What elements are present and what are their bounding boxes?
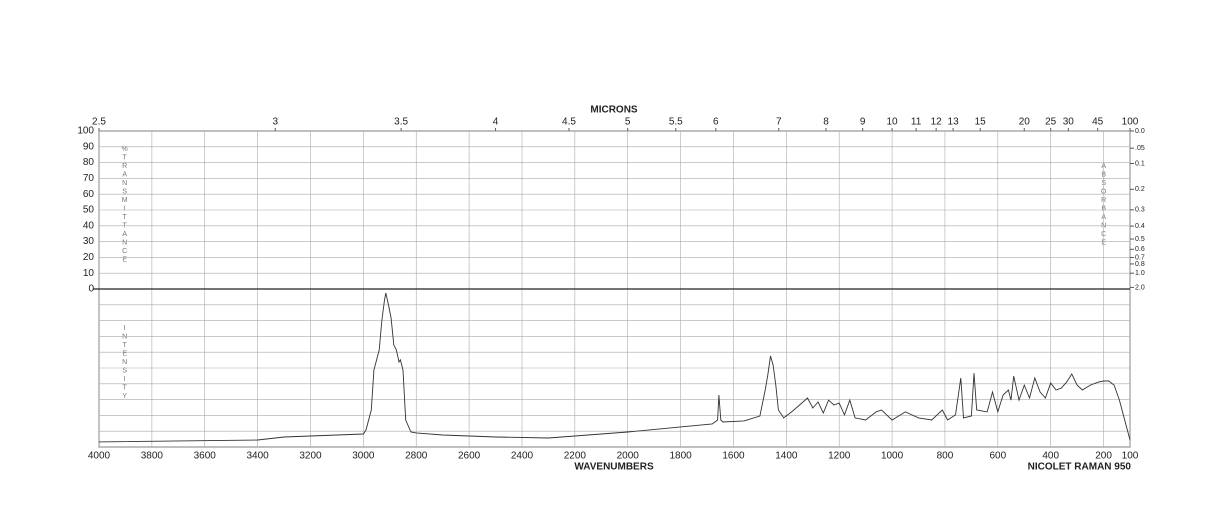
y-tick-label: 0 — [88, 284, 94, 295]
top-tick-label: 100 — [1122, 117, 1139, 128]
y2-tick-label: 0.7 — [1135, 254, 1145, 261]
x-tick-label: 3200 — [299, 451, 322, 462]
top-tick-label: 4 — [493, 117, 499, 128]
top-tick-label: 15 — [975, 117, 987, 128]
y2-tick-label: 2.0 — [1135, 284, 1145, 291]
x-tick-label: 200 — [1095, 451, 1112, 462]
y2-tick-label: 0.0 — [1135, 128, 1145, 135]
top-axis-title: MICRONS — [590, 105, 638, 116]
x-tick-label: 1400 — [775, 451, 798, 462]
y2-tick-label: 0.1 — [1135, 160, 1145, 167]
top-tick-label: 5.5 — [669, 117, 683, 128]
y2-tick-label: .05 — [1135, 145, 1145, 152]
y2-tick-label: 0.4 — [1135, 223, 1145, 230]
spectrum-line — [98, 292, 1131, 443]
x-tick-label: 1200 — [828, 451, 851, 462]
x-tick-label: 1000 — [881, 451, 904, 462]
y2-tick-label: 1.0 — [1135, 270, 1145, 277]
top-tick-label: 7 — [776, 117, 782, 128]
top-tick-label: 8 — [823, 117, 829, 128]
y-tick-label: 50 — [83, 205, 95, 216]
top-tick-label: 3.5 — [394, 117, 408, 128]
y-tick-label: 20 — [83, 252, 95, 263]
x-tick-label: 2000 — [617, 451, 640, 462]
y2-tick-label: 0.6 — [1135, 246, 1145, 253]
top-tick-label: 10 — [887, 117, 899, 128]
x-tick-label: 100 — [1122, 451, 1139, 462]
top-tick-label: 2.5 — [92, 117, 106, 128]
y-tick-label: 10 — [83, 268, 95, 279]
top-tick-label: 4.5 — [562, 117, 576, 128]
x-tick-label: 1600 — [722, 451, 745, 462]
y-tick-label: 70 — [83, 173, 95, 184]
x-tick-label: 2800 — [405, 451, 428, 462]
top-tick-label: 11 — [911, 117, 922, 128]
x-tick-label: 3400 — [246, 451, 269, 462]
instrument-note: NICOLET RAMAN 950 — [1028, 462, 1132, 473]
x-tick-label: 1800 — [669, 451, 692, 462]
x-tick-label: 2600 — [458, 451, 481, 462]
top-tick-label: 12 — [931, 117, 943, 128]
intensity-label: INTENSITY — [121, 325, 128, 402]
top-tick-label: 30 — [1063, 117, 1075, 128]
y-axis-title: %TRANSMITTANCE — [121, 146, 128, 265]
top-tick-label: 13 — [948, 117, 960, 128]
y-tick-label: 30 — [83, 236, 95, 247]
y-tick-label: 90 — [83, 141, 95, 152]
top-tick-label: 20 — [1019, 117, 1031, 128]
x-tick-label: 2200 — [564, 451, 587, 462]
y2-tick-label: 0.5 — [1135, 236, 1145, 243]
x-tick-label: 800 — [937, 451, 954, 462]
y-tick-label: 100 — [77, 126, 94, 137]
x-tick-label: 3000 — [352, 451, 375, 462]
y-tick-label: 60 — [83, 189, 95, 200]
top-tick-label: 6 — [713, 117, 719, 128]
top-tick-label: 9 — [860, 117, 866, 128]
x-tick-label: 2400 — [511, 451, 534, 462]
x-tick-label: 3800 — [141, 451, 164, 462]
y2-tick-label: 0.2 — [1135, 186, 1145, 193]
x-tick-label: 4000 — [88, 451, 111, 462]
y2-tick-label: 0.8 — [1135, 261, 1145, 268]
y-tick-label: 40 — [83, 220, 95, 231]
y-tick-label: 80 — [83, 157, 95, 168]
top-tick-label: 5 — [625, 117, 631, 128]
y2-tick-label: 0.3 — [1135, 207, 1145, 214]
x-tick-label: 600 — [989, 451, 1006, 462]
top-tick-label: 45 — [1092, 117, 1104, 128]
top-tick-label: 3 — [272, 117, 278, 128]
top-tick-label: 25 — [1045, 117, 1057, 128]
x-tick-label: 3600 — [194, 451, 217, 462]
x-axis-title: WAVENUMBERS — [574, 462, 654, 473]
x-tick-label: 400 — [1042, 451, 1059, 462]
